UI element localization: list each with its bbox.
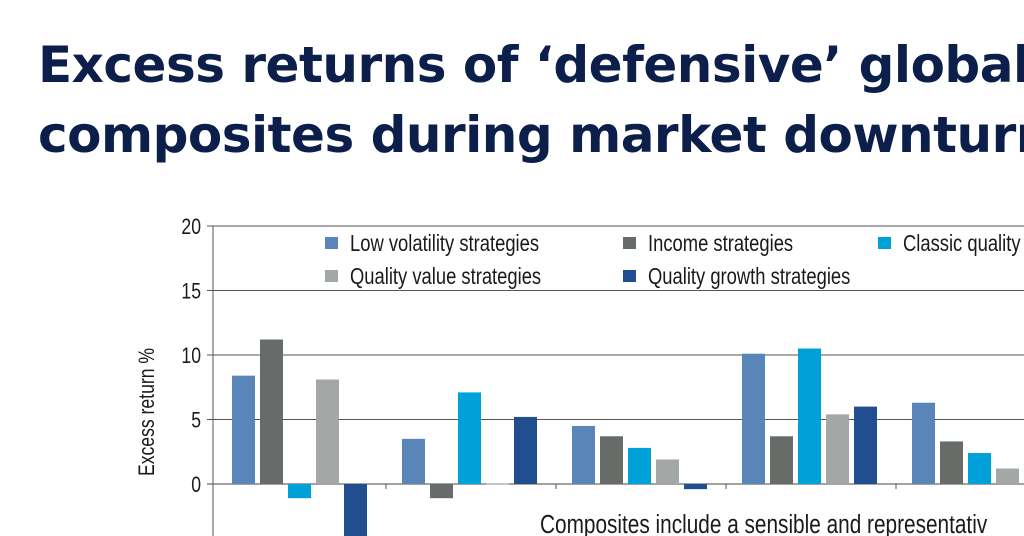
legend-label: Low volatility strategies <box>350 231 539 256</box>
legend-swatch <box>878 237 891 249</box>
bar <box>402 438 425 484</box>
legend-swatch <box>623 237 636 249</box>
legend-swatch <box>623 270 636 282</box>
bar <box>854 406 877 484</box>
legend-swatch <box>325 237 338 249</box>
bar <box>684 484 707 490</box>
bar <box>316 379 339 484</box>
bar <box>514 416 537 484</box>
bar <box>458 392 481 484</box>
bar <box>968 453 991 484</box>
chart-title-line-1: Excess returns of ‘defensive’ global <box>38 36 1024 94</box>
y-tick-label: 10 <box>181 344 201 368</box>
y-tick-label: 15 <box>181 280 201 304</box>
legend-label: Quality value strategies <box>350 264 541 289</box>
bar <box>912 402 935 484</box>
bar <box>572 425 595 484</box>
y-axis-label: Excess return % <box>135 348 159 476</box>
legend-swatch <box>325 270 338 282</box>
bar <box>742 353 765 484</box>
bar <box>288 484 311 499</box>
y-tick-label: 20 <box>181 215 201 239</box>
bar <box>628 447 651 484</box>
bar <box>486 483 509 485</box>
bar <box>798 348 821 484</box>
bar <box>430 484 453 499</box>
annotation: Composites include a sensible and repres… <box>540 510 987 536</box>
bar <box>656 459 679 484</box>
bar <box>600 436 623 484</box>
bar <box>232 375 255 484</box>
y-tick-label: 0 <box>191 473 201 497</box>
legend-label: Classic quality <box>903 231 1021 256</box>
bar <box>770 436 793 484</box>
bar <box>996 468 1019 484</box>
bar <box>826 414 849 484</box>
legend-label: Income strategies <box>648 231 793 256</box>
legend-label: Quality growth strategies <box>648 264 850 289</box>
bar <box>344 484 367 536</box>
bar <box>940 441 963 484</box>
y-tick-label: 5 <box>191 409 201 433</box>
chart-title-line-2: composites during market downturn <box>38 106 1024 164</box>
bar <box>260 339 283 484</box>
